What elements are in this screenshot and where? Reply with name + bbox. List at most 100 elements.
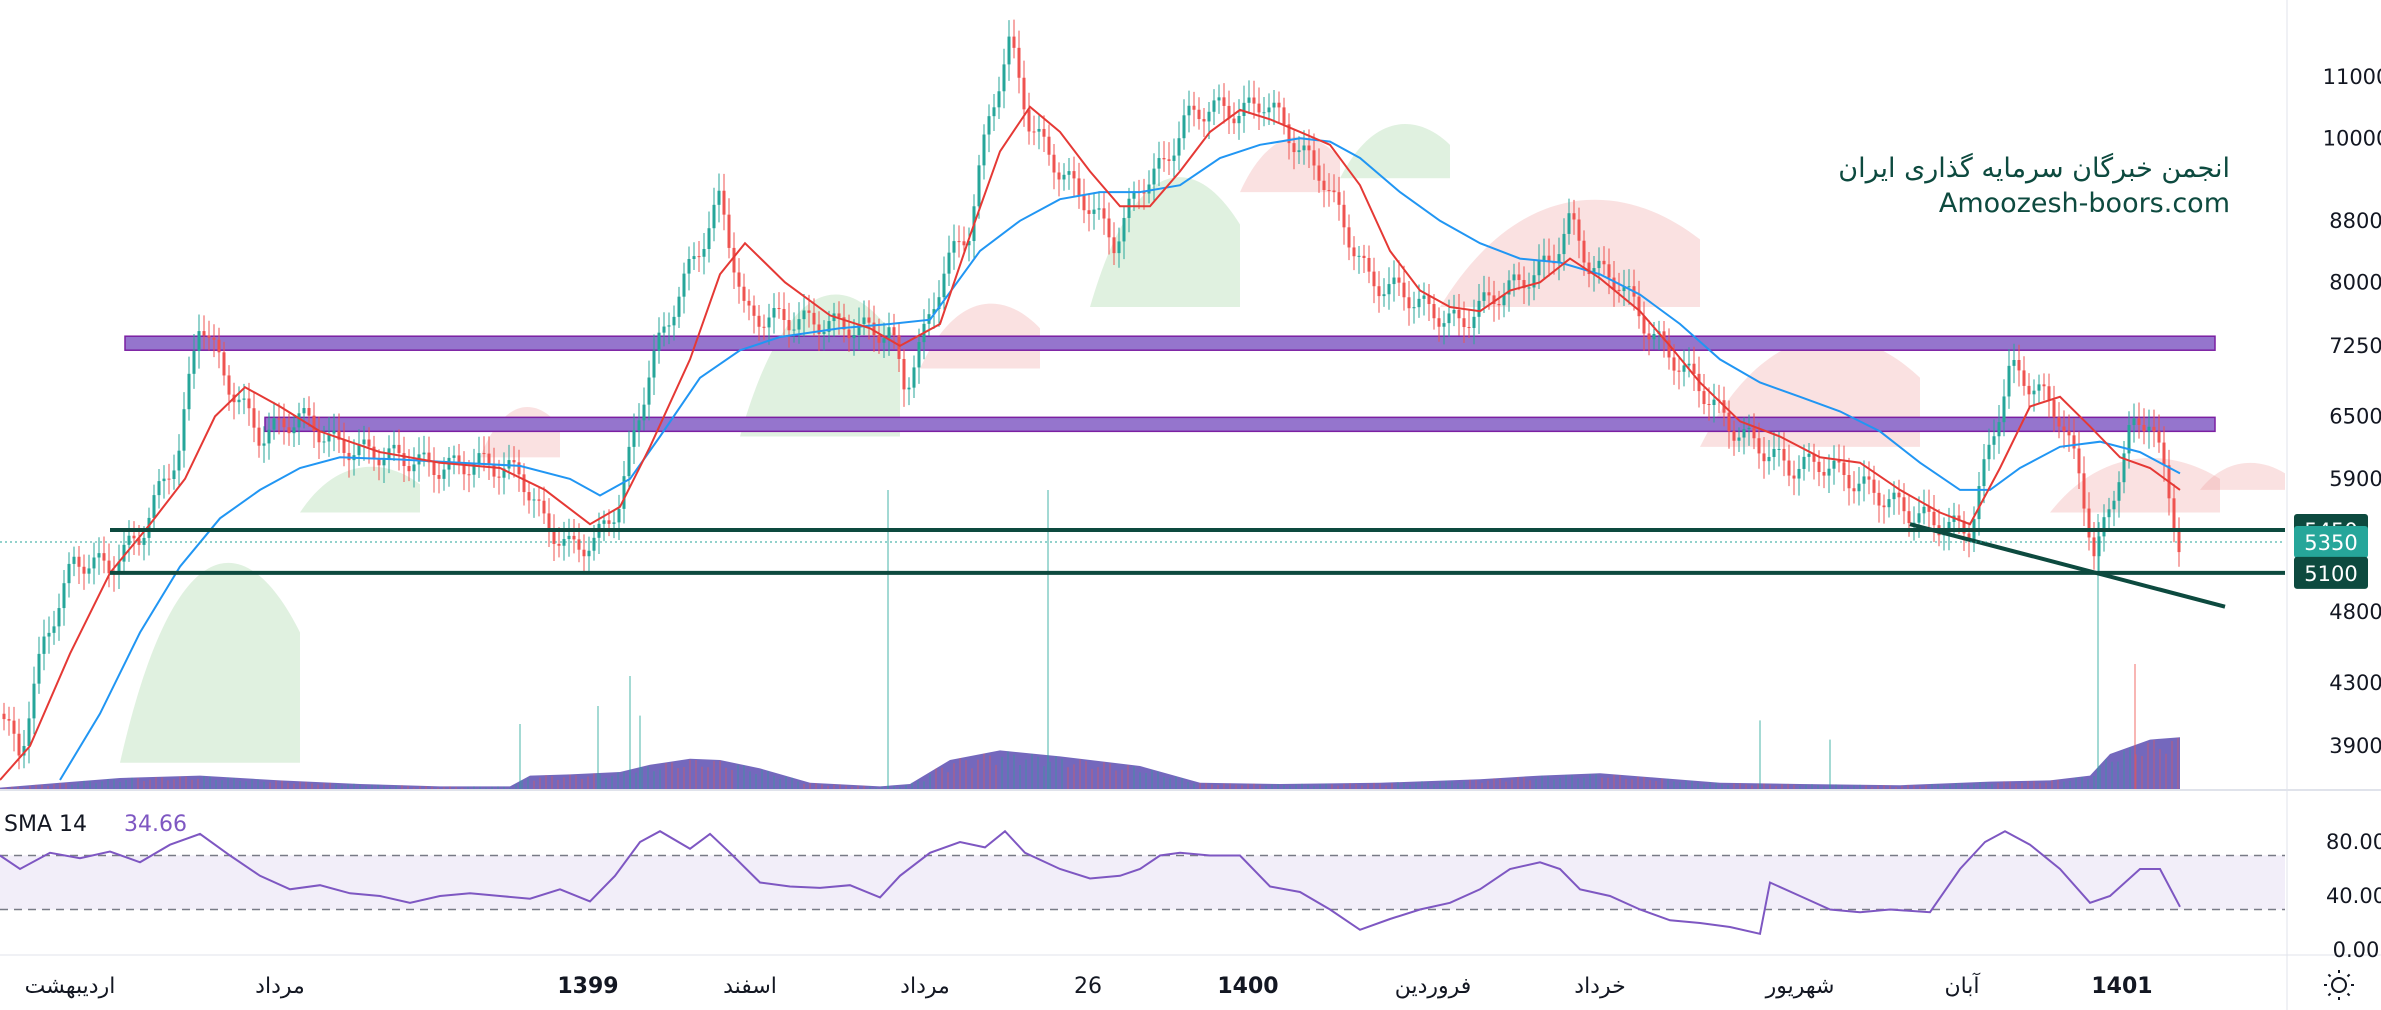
candle-body	[1102, 208, 1106, 219]
candle-body	[1732, 431, 1736, 441]
candle-body	[1897, 492, 1901, 498]
time-axis[interactable]: اردیبهشت مرداد 1399 اسفند مرداد 26 1400 فروردین…	[25, 972, 2153, 999]
candle-body	[1327, 190, 1331, 192]
cloud-segment	[1090, 177, 1240, 308]
candle-body	[667, 325, 671, 327]
rsi-tick-label: 80.00	[2326, 830, 2381, 854]
candle-body	[1147, 184, 1151, 194]
candle-body	[1087, 210, 1091, 214]
main-pane[interactable]: انجمن خبرگان سرمایه گذاری ایران Amoozesh…	[0, 19, 2285, 790]
candle-body	[1792, 475, 1796, 479]
candle-body	[2157, 431, 2161, 443]
candle-body	[1247, 97, 1251, 103]
candle-body	[17, 733, 21, 756]
candle-body	[537, 499, 541, 501]
candle-body	[412, 464, 416, 472]
candle-body	[2042, 384, 2046, 387]
candle-body	[742, 286, 746, 301]
candle-body	[252, 408, 256, 428]
price-tick-label: 8800	[2329, 209, 2381, 233]
rsi-axis[interactable]: 80.00 40.00 0.00	[2326, 830, 2381, 962]
candle-body	[1502, 294, 1506, 306]
cloud-segment	[2200, 462, 2285, 490]
candle-body	[197, 331, 201, 352]
candle-body	[67, 563, 71, 584]
candle-body	[507, 460, 511, 469]
candle-body	[587, 550, 591, 557]
settings-sun-icon[interactable]	[2324, 970, 2354, 1000]
candle-body	[2107, 509, 2111, 518]
candle-body	[1057, 172, 1061, 180]
candle-body	[872, 322, 876, 336]
candle-body	[1987, 444, 1991, 460]
time-axis-label: شهریور	[1765, 974, 1835, 999]
candle-body	[237, 399, 241, 403]
candle-body	[497, 476, 501, 478]
candle-body	[612, 522, 616, 524]
candle-body	[1977, 486, 1981, 520]
candle-body	[12, 720, 16, 734]
candle-body	[1757, 438, 1761, 454]
candle-body	[1012, 36, 1016, 48]
candle-body	[1547, 255, 1551, 262]
candle-body	[1762, 453, 1766, 462]
candle-body	[1957, 515, 1961, 521]
candle-body	[407, 466, 411, 472]
rsi-line	[0, 829, 2181, 936]
candle-body	[27, 718, 31, 746]
price-axis[interactable]: 11000 10000 8800 8000 7250 6500 5900 4800 4300 39…	[2323, 65, 2381, 758]
candle-body	[1622, 287, 1626, 292]
cloud-segment	[480, 407, 560, 458]
time-axis-label: مرداد	[255, 974, 305, 999]
candle-body	[1462, 318, 1466, 328]
price-tick-label: 5900	[2329, 467, 2381, 491]
candle-body	[1232, 118, 1236, 124]
candle-body	[882, 338, 886, 343]
rsi-band-fill	[0, 855, 2285, 910]
candle-body	[1907, 511, 1911, 524]
candle-body	[572, 535, 576, 540]
time-axis-label: 1400	[1217, 974, 1278, 999]
candle-body	[277, 418, 281, 420]
candle-body	[147, 517, 151, 538]
candle-body	[2087, 508, 2091, 538]
candle-body	[1092, 209, 1096, 214]
cloud-segment	[1340, 124, 1450, 179]
candle-body	[1282, 107, 1286, 125]
rsi-indicator-title[interactable]: SMA 14	[4, 812, 87, 837]
candle-body	[1032, 131, 1036, 133]
candle-body	[977, 165, 981, 207]
candle-body	[1877, 492, 1881, 506]
candle-body	[747, 300, 751, 306]
rsi-pane[interactable]: SMA 14 34.66 80.00 40.00 0.00	[0, 812, 2381, 962]
candle-body	[527, 492, 531, 501]
candle-body	[632, 430, 636, 447]
candle-body	[1277, 102, 1281, 108]
candle-body	[1192, 105, 1196, 110]
candle-body	[217, 339, 221, 353]
candle-body	[857, 324, 861, 336]
candle-body	[727, 214, 731, 248]
candle-body	[1297, 150, 1301, 153]
candle-body	[557, 543, 561, 546]
candle-body	[552, 530, 556, 544]
support-levels[interactable]	[110, 522, 2285, 609]
candle-body	[812, 312, 816, 325]
candle-body	[1437, 318, 1441, 327]
price-tick-label: 3900	[2329, 734, 2381, 758]
candle-body	[1542, 255, 1546, 261]
ema-fast-line	[0, 105, 2181, 781]
candle-body	[1992, 436, 1996, 445]
candle-body	[47, 632, 51, 637]
candle-body	[42, 636, 46, 654]
candle-body	[1817, 461, 1821, 473]
candle-body	[787, 320, 791, 331]
candle-body	[687, 258, 691, 274]
price-tick-label: 4800	[2329, 600, 2381, 624]
candle-body	[822, 331, 826, 334]
candle-body	[662, 326, 666, 333]
candle-body	[1592, 268, 1596, 275]
candle-body	[77, 556, 81, 567]
candle-body	[1112, 237, 1116, 254]
